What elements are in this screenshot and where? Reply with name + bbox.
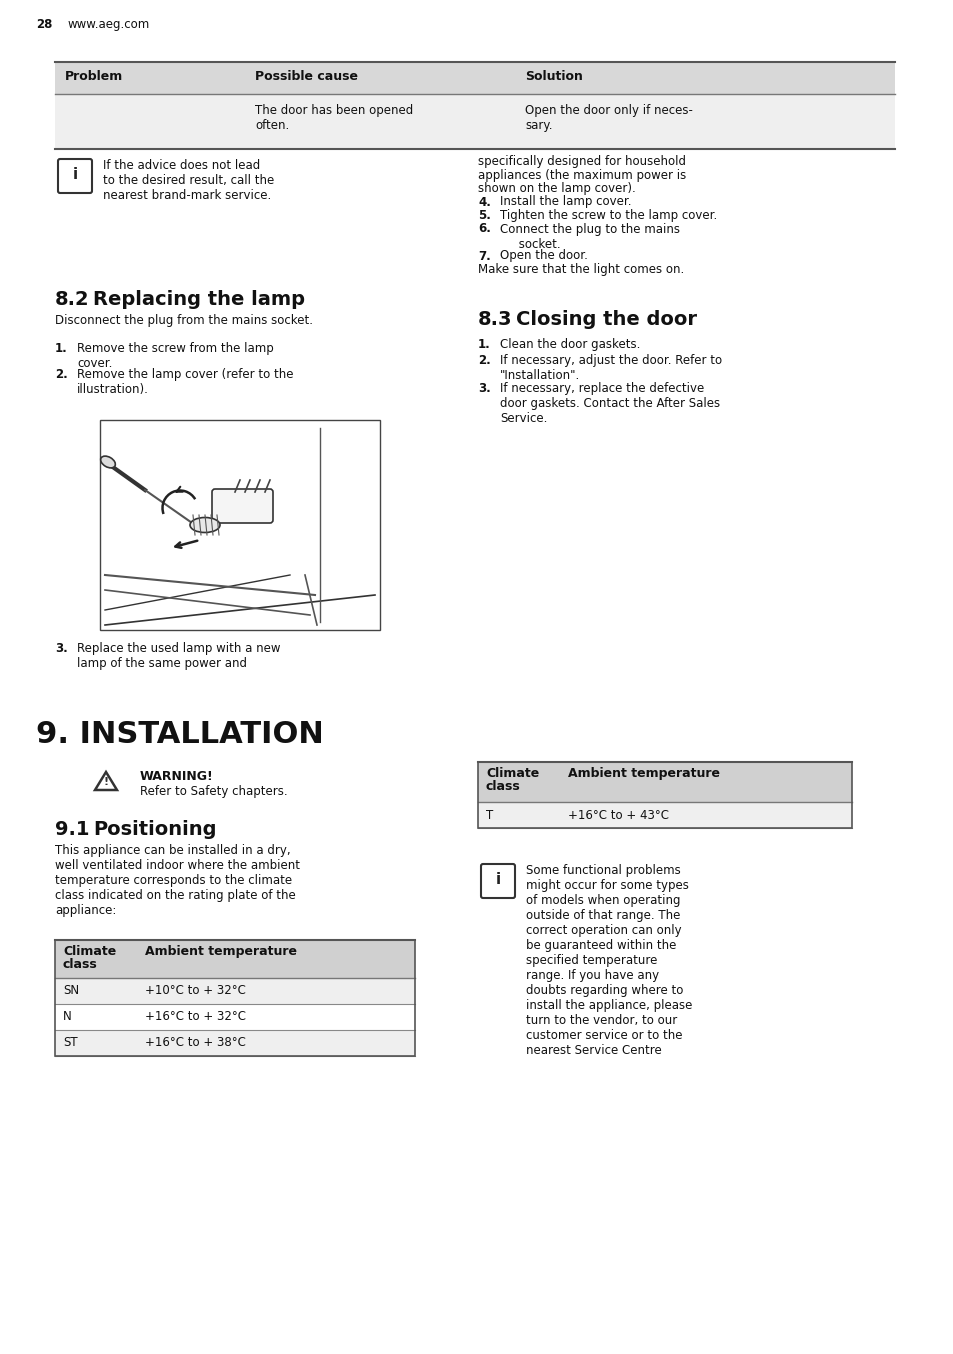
Bar xyxy=(55,978,415,1005)
Bar xyxy=(55,1005,415,1030)
Bar xyxy=(477,802,851,829)
Text: 8.2: 8.2 xyxy=(55,290,90,309)
Text: Problem: Problem xyxy=(65,70,123,83)
Bar xyxy=(477,762,851,829)
Text: Ambient temperature: Ambient temperature xyxy=(145,945,296,959)
Text: Remove the screw from the lamp
cover.: Remove the screw from the lamp cover. xyxy=(77,343,274,370)
Ellipse shape xyxy=(190,517,220,532)
Text: Refer to Safety chapters.: Refer to Safety chapters. xyxy=(140,785,287,798)
Text: This appliance can be installed in a dry,
well ventilated indoor where the ambie: This appliance can be installed in a dry… xyxy=(55,844,299,917)
Bar xyxy=(100,420,379,630)
Text: +16°C to + 43°C: +16°C to + 43°C xyxy=(567,808,668,822)
Text: Make sure that the light comes on.: Make sure that the light comes on. xyxy=(477,263,683,276)
Text: Install the lamp cover.: Install the lamp cover. xyxy=(499,195,631,209)
Text: 2.: 2. xyxy=(55,368,68,380)
Bar xyxy=(55,940,415,978)
Text: N: N xyxy=(63,1010,71,1024)
Text: 7.: 7. xyxy=(477,249,490,263)
Bar xyxy=(477,762,851,802)
Text: Ambient temperature: Ambient temperature xyxy=(567,766,720,780)
Text: !: ! xyxy=(103,777,109,787)
Text: Open the door only if neces-
sary.: Open the door only if neces- sary. xyxy=(524,104,692,131)
Text: www.aeg.com: www.aeg.com xyxy=(68,18,150,31)
Text: i: i xyxy=(72,167,77,181)
Text: Climate: Climate xyxy=(485,766,538,780)
Text: class: class xyxy=(63,959,97,971)
Text: Replace the used lamp with a new
lamp of the same power and: Replace the used lamp with a new lamp of… xyxy=(77,642,280,670)
FancyBboxPatch shape xyxy=(212,489,273,523)
Text: 1.: 1. xyxy=(477,338,490,351)
Text: Disconnect the plug from the mains socket.: Disconnect the plug from the mains socke… xyxy=(55,314,313,328)
Text: Open the door.: Open the door. xyxy=(499,249,587,263)
Text: +16°C to + 32°C: +16°C to + 32°C xyxy=(145,1010,246,1024)
Bar xyxy=(55,1030,415,1056)
Text: Positioning: Positioning xyxy=(92,821,216,839)
Text: SN: SN xyxy=(63,984,79,997)
Text: i: i xyxy=(495,872,500,887)
Text: 8.3: 8.3 xyxy=(477,310,512,329)
Text: Connect the plug to the mains
     socket.: Connect the plug to the mains socket. xyxy=(499,222,679,250)
Text: 9.1: 9.1 xyxy=(55,821,90,839)
Text: specifically designed for household: specifically designed for household xyxy=(477,154,685,168)
Text: WARNING!: WARNING! xyxy=(140,770,213,783)
Text: shown on the lamp cover).: shown on the lamp cover). xyxy=(477,181,635,195)
Text: Tighten the screw to the lamp cover.: Tighten the screw to the lamp cover. xyxy=(499,209,717,222)
Text: If necessary, replace the defective
door gaskets. Contact the After Sales
Servic: If necessary, replace the defective door… xyxy=(499,382,720,425)
Text: T: T xyxy=(485,808,493,822)
Text: Remove the lamp cover (refer to the
illustration).: Remove the lamp cover (refer to the illu… xyxy=(77,368,294,395)
Text: Possible cause: Possible cause xyxy=(254,70,357,83)
Text: +10°C to + 32°C: +10°C to + 32°C xyxy=(145,984,246,997)
Text: If the advice does not lead
to the desired result, call the
nearest brand-mark s: If the advice does not lead to the desir… xyxy=(103,158,274,202)
Text: 3.: 3. xyxy=(477,382,490,395)
Text: class: class xyxy=(485,780,520,793)
FancyBboxPatch shape xyxy=(480,864,515,898)
Text: 3.: 3. xyxy=(55,642,68,655)
Text: 6.: 6. xyxy=(477,222,491,236)
Text: appliances (the maximum power is: appliances (the maximum power is xyxy=(477,168,685,181)
FancyBboxPatch shape xyxy=(58,158,91,194)
Text: 4.: 4. xyxy=(477,195,491,209)
Text: 28: 28 xyxy=(36,18,52,31)
Text: 1.: 1. xyxy=(55,343,68,355)
Text: Closing the door: Closing the door xyxy=(516,310,697,329)
Bar xyxy=(55,93,894,149)
Text: +16°C to + 38°C: +16°C to + 38°C xyxy=(145,1036,246,1049)
Bar xyxy=(55,62,894,93)
Text: 9. INSTALLATION: 9. INSTALLATION xyxy=(36,720,323,749)
Text: Solution: Solution xyxy=(524,70,582,83)
Text: The door has been opened
often.: The door has been opened often. xyxy=(254,104,413,131)
Text: Clean the door gaskets.: Clean the door gaskets. xyxy=(499,338,639,351)
Text: Climate: Climate xyxy=(63,945,116,959)
Bar xyxy=(55,940,415,1056)
Text: Some functional problems
might occur for some types
of models when operating
out: Some functional problems might occur for… xyxy=(525,864,692,1057)
Text: ST: ST xyxy=(63,1036,77,1049)
Text: If necessary, adjust the door. Refer to
"Installation".: If necessary, adjust the door. Refer to … xyxy=(499,353,721,382)
Ellipse shape xyxy=(100,456,115,468)
Bar xyxy=(100,420,379,630)
Text: 2.: 2. xyxy=(477,353,490,367)
Text: Replacing the lamp: Replacing the lamp xyxy=(92,290,305,309)
Text: 5.: 5. xyxy=(477,209,491,222)
